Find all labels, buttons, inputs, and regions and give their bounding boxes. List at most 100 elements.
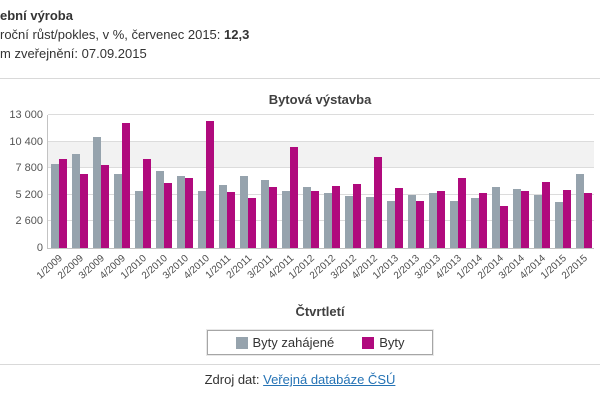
bar-byty-4/2014 xyxy=(541,181,550,248)
gridline xyxy=(48,140,594,142)
legend-label: Byty zahájené xyxy=(252,335,335,350)
bar-byty-1/2014 xyxy=(478,192,487,248)
bar-byty-zahájené-3/2013 xyxy=(428,192,437,248)
bar-byty-4/2010 xyxy=(205,121,214,248)
bar-byty-2/2013 xyxy=(415,200,424,248)
bar-byty-zahájené-1/2011 xyxy=(218,184,227,248)
bar-group-1/2013 xyxy=(384,115,405,248)
bar-group-2/2010 xyxy=(153,115,174,248)
bar-byty-zahájené-4/2012 xyxy=(365,196,374,248)
bar-byty-4/2012 xyxy=(373,156,382,248)
bar-group-1/2012 xyxy=(300,115,321,248)
source-label: Zdroj dat: xyxy=(204,372,264,387)
bar-byty-3/2011 xyxy=(268,186,277,248)
bar-byty-zahájené-3/2009 xyxy=(92,136,101,248)
y-tick-label: 2 600 xyxy=(15,215,43,228)
bar-group-1/2014 xyxy=(468,115,489,248)
bar-byty-2/2012 xyxy=(331,185,340,248)
bar-byty-1/2015 xyxy=(562,189,571,248)
bar-byty-zahájené-4/2014 xyxy=(533,194,542,248)
bar-group-2/2012 xyxy=(321,115,342,248)
bar-byty-1/2012 xyxy=(310,190,319,248)
page-title: ební výroba xyxy=(0,8,73,23)
x-axis-title: Čtvrtletí xyxy=(295,304,345,319)
footer-divider xyxy=(0,364,600,365)
bar-byty-zahájené-2/2012 xyxy=(323,192,332,248)
header-divider xyxy=(0,78,600,79)
bar-byty-zahájené-4/2013 xyxy=(449,200,458,248)
bar-byty-3/2012 xyxy=(352,183,361,248)
publish-date-line: m zveřejnění: 07.09.2015 xyxy=(0,46,147,61)
bar-group-1/2015 xyxy=(552,115,573,248)
bar-group-3/2014 xyxy=(510,115,531,248)
growth-label: roční růst/pokles, v %, červenec 2015: xyxy=(0,27,224,42)
bar-group-4/2012 xyxy=(363,115,384,248)
bar-byty-2/2010 xyxy=(163,182,172,248)
growth-value: 12,3 xyxy=(224,27,250,42)
source-footer: Zdroj dat: Veřejná databáze ČSÚ xyxy=(0,372,600,387)
bar-group-2/2009 xyxy=(69,115,90,248)
legend-swatch-icon xyxy=(235,336,248,349)
legend: Byty zahájené Byty xyxy=(47,330,593,355)
housing-chart: Bytová výstavba 0 2 600 5 200 7 800 10 400 13… xyxy=(0,86,600,358)
y-tick-label: 7 800 xyxy=(15,162,43,175)
bar-byty-zahájené-1/2009 xyxy=(50,164,59,248)
legend-swatch-icon xyxy=(362,336,375,349)
gridline xyxy=(48,193,594,195)
bar-group-2/2014 xyxy=(489,115,510,248)
y-axis: 0 2 600 5 200 7 800 10 400 13 000 xyxy=(0,109,43,254)
bar-byty-zahájené-4/2011 xyxy=(281,190,290,248)
x-tick-cell: 2/2015 xyxy=(560,249,593,301)
bar-byty-2/2011 xyxy=(247,197,256,248)
bar-group-1/2011 xyxy=(216,115,237,248)
y-tick-label: 13 000 xyxy=(9,109,43,121)
gridline xyxy=(48,167,594,169)
bar-group-4/2010 xyxy=(195,115,216,248)
bar-group-4/2013 xyxy=(447,115,468,248)
bar-byty-1/2011 xyxy=(226,191,235,248)
y-tick-label: 0 xyxy=(36,242,43,254)
bar-byty-2/2015 xyxy=(583,192,592,248)
page-header: ební výroba roční růst/pokles, v %, červ… xyxy=(0,6,600,63)
bar-byty-4/2009 xyxy=(121,123,130,248)
gridline xyxy=(48,220,594,222)
bar-byty-zahájené-1/2010 xyxy=(134,190,143,248)
bar-groups xyxy=(48,115,594,248)
bar-group-2/2011 xyxy=(237,115,258,248)
bar-group-1/2009 xyxy=(48,115,69,248)
bar-group-3/2010 xyxy=(174,115,195,248)
bar-byty-zahájené-2/2014 xyxy=(491,186,500,248)
bar-byty-zahájené-4/2009 xyxy=(113,174,122,248)
bar-byty-zahájené-3/2014 xyxy=(512,188,521,248)
legend-item-byty: Byty xyxy=(362,335,404,350)
bar-group-2/2015 xyxy=(573,115,594,248)
source-link[interactable]: Veřejná databáze ČSÚ xyxy=(263,372,396,387)
chart-title: Bytová výstavba xyxy=(268,92,372,107)
bar-byty-4/2011 xyxy=(289,146,298,248)
bar-group-2/2013 xyxy=(405,115,426,248)
bar-byty-1/2010 xyxy=(142,159,151,248)
bar-group-3/2012 xyxy=(342,115,363,248)
bar-byty-zahájené-1/2015 xyxy=(554,201,563,248)
bar-byty-zahájené-2/2010 xyxy=(155,171,164,248)
x-axis-labels: 1/2009 2/2009 3/2009 4/2009 1/2010 2/2010 3/20… xyxy=(35,249,593,301)
bar-byty-4/2013 xyxy=(457,178,466,248)
plot-area xyxy=(47,114,594,249)
bar-byty-zahájené-1/2014 xyxy=(470,197,479,248)
bar-group-3/2013 xyxy=(426,115,447,248)
bar-byty-2/2014 xyxy=(499,206,508,248)
bar-byty-3/2013 xyxy=(436,190,445,248)
legend-item-byty-zahájené: Byty zahájené xyxy=(235,335,335,350)
bar-byty-zahájené-1/2013 xyxy=(386,200,395,248)
bar-group-4/2011 xyxy=(279,115,300,248)
plot-band xyxy=(48,141,594,169)
bar-group-1/2010 xyxy=(132,115,153,248)
bar-byty-1/2013 xyxy=(394,187,403,248)
bar-byty-zahájené-2/2015 xyxy=(575,174,584,248)
bar-byty-zahájené-1/2012 xyxy=(302,186,311,248)
bar-group-4/2014 xyxy=(531,115,552,248)
growth-line: roční růst/pokles, v %, červenec 2015: 1… xyxy=(0,25,600,44)
bar-byty-zahájené-3/2011 xyxy=(260,180,269,248)
bar-group-3/2011 xyxy=(258,115,279,248)
legend-box: Byty zahájené Byty xyxy=(206,330,434,355)
